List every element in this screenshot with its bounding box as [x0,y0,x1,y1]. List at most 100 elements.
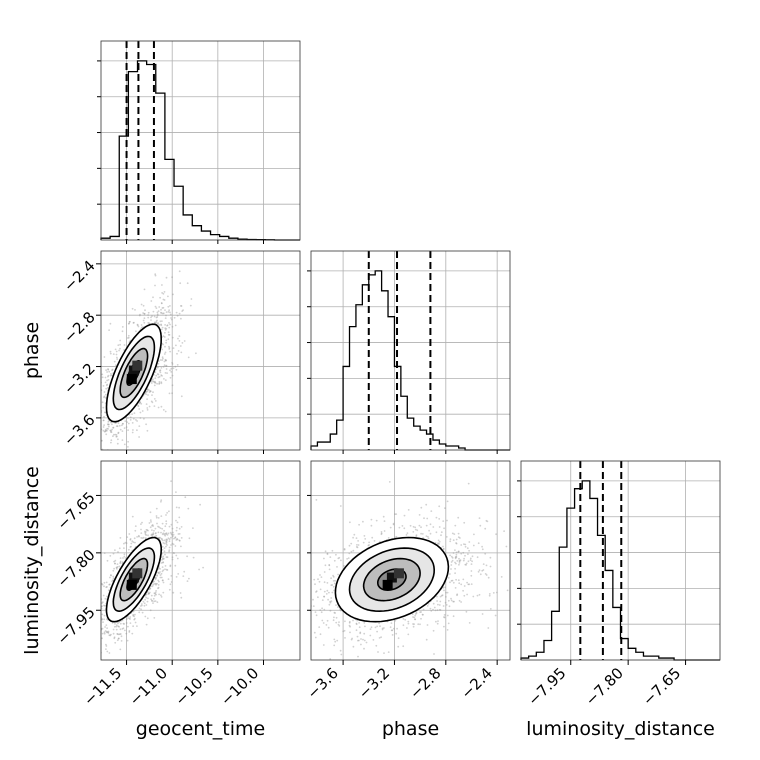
scatter-point [355,546,358,548]
scatter-point [102,621,104,623]
scatter-point [415,611,418,613]
scatter-point [450,568,452,570]
scatter-point [163,360,166,363]
scatter-point [147,597,149,600]
scatter-point [132,614,135,617]
scatter-point [159,527,162,529]
scatter-point [317,596,319,599]
scatter-point [445,604,448,606]
scatter-point [160,596,163,598]
scatter-point [333,644,336,647]
scatter-point [159,576,162,579]
scatter-point [110,441,112,444]
scatter-point [119,339,122,342]
scatter-point [335,553,337,556]
scatter-point [143,312,146,315]
scatter-point [154,592,157,595]
scatter-point [138,607,141,610]
scatter-point [505,545,508,548]
scatter-point [172,293,174,296]
scatter-point [155,515,158,517]
scatter-point [89,645,91,647]
scatter-point [409,524,412,527]
y-tick-label: −3.2 [60,359,98,397]
scatter-point [165,542,168,545]
scatter-point [333,559,336,562]
scatter-point [432,602,435,605]
scatter-point [416,529,419,532]
scatter-point [479,524,482,527]
scatter-point [89,637,91,639]
scatter-point [132,613,135,616]
scatter-point [144,309,146,312]
scatter-point [190,298,193,300]
scatter-point [427,537,430,540]
scatter-point [149,587,152,589]
scatter-point [153,594,156,597]
scatter-point [151,535,154,537]
scatter-point [477,542,480,545]
scatter-point [108,652,111,654]
scatter-point [329,600,331,603]
scatter-point [129,419,132,421]
scatter-point [429,607,432,610]
scatter-point [387,651,390,653]
scatter-point [124,420,127,422]
scatter-point [103,618,105,621]
scatter-point [111,369,113,372]
scatter-point [139,411,142,414]
scatter-point [168,550,171,553]
scatter-point [338,556,341,559]
scatter-point [154,578,157,581]
scatter-point [117,551,119,553]
scatter-point [176,521,179,524]
scatter-point [387,537,390,539]
scatter-point [112,353,115,355]
scatter-point [332,619,335,622]
scatter-point [103,585,105,588]
scatter-point [466,547,469,550]
scatter-point [162,366,165,368]
scatter-point [119,648,122,651]
scatter-point [134,309,136,311]
scatter-point [149,511,152,514]
scatter-point [106,630,108,633]
scatter-point [430,610,433,612]
scatter-point [425,524,428,527]
scatter-point [479,573,482,576]
scatter-point [440,594,443,597]
scatter-point [442,545,444,548]
scatter-point [127,625,129,628]
scatter-point [178,335,181,337]
scatter-point [414,613,417,615]
scatter-point [110,431,113,434]
scatter-point [446,500,449,503]
scatter-point [165,514,167,516]
scatter-point [140,532,143,534]
scatter-point [116,566,118,569]
x-axis-label-geocent_time: geocent_time [136,718,265,740]
scatter-point [169,369,171,372]
scatter-point [132,417,135,420]
scatter-point [104,430,107,433]
scatter-point [112,628,115,631]
scatter-point [154,400,157,402]
scatter-point [159,370,161,372]
scatter-point [164,525,167,528]
scatter-point [105,586,108,589]
scatter-point [168,549,171,551]
scatter-point [162,312,165,315]
scatter-point [356,635,359,638]
scatter-point [168,326,171,329]
scatter-point [110,633,112,636]
scatter-point [145,391,148,393]
scatter-point [96,549,98,551]
scatter-point [179,345,182,347]
scatter-point [144,537,147,539]
x-tick-label: −3.2 [355,664,393,702]
scatter-point [180,596,183,599]
scatter-point [101,627,104,630]
scatter-point [112,426,115,429]
scatter-point [151,380,154,383]
scatter-point [130,545,132,548]
